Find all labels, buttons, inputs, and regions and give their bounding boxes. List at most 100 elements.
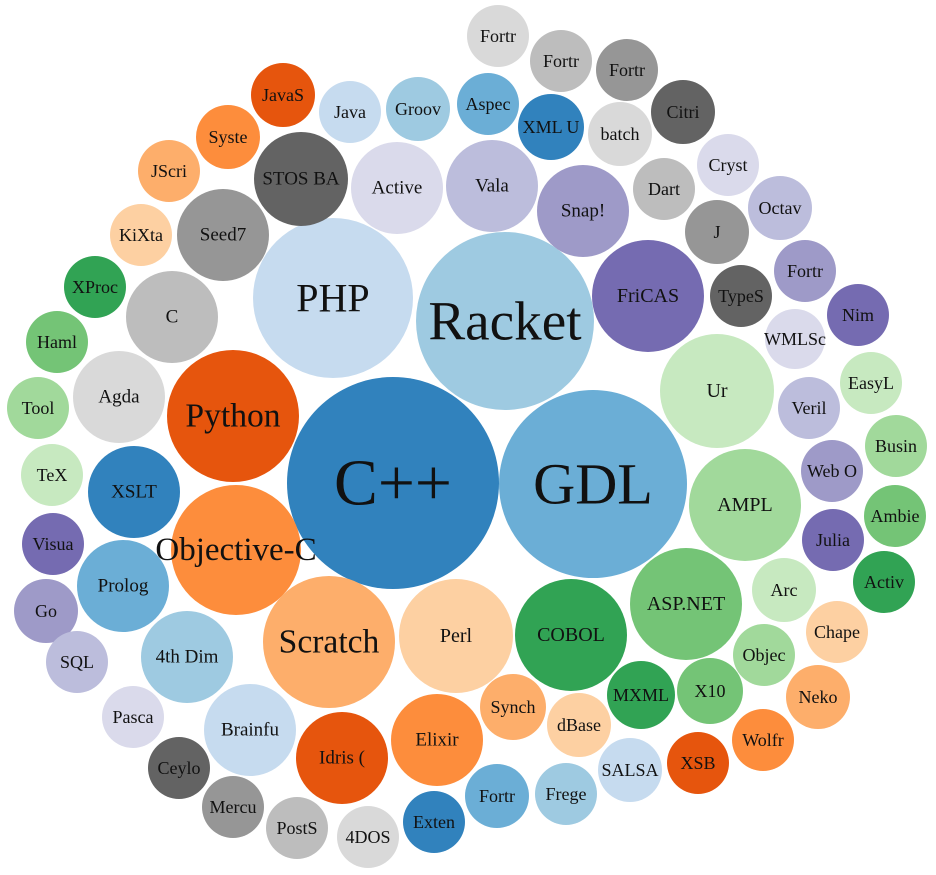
bubble-label: Java — [334, 102, 366, 122]
bubble-circle — [480, 674, 546, 740]
bubble-label: Dart — [648, 179, 680, 199]
bubble-dart: Dart — [633, 158, 695, 220]
bubble-label: STOS BA — [262, 169, 340, 190]
bubble-circle — [710, 265, 772, 327]
bubble-circle — [77, 540, 169, 632]
bubble-neko: Neko — [786, 665, 850, 729]
bubble-circle — [319, 81, 381, 143]
bubble-label: X10 — [695, 681, 726, 701]
bubble-circle — [752, 558, 816, 622]
bubble-label: Pasca — [113, 707, 154, 727]
bubble-circle — [251, 63, 315, 127]
bubble-batch: batch — [588, 102, 652, 166]
bubble-circle — [403, 791, 465, 853]
bubble-cobol: COBOL — [515, 579, 627, 691]
bubble-exten: Exten — [403, 791, 465, 853]
bubble-circle — [840, 352, 902, 414]
bubble-label: Tool — [22, 398, 55, 418]
bubble-label: XProc — [72, 277, 118, 297]
bubble-objective-c: Objective-C — [155, 485, 317, 615]
bubble-syste: Syste — [196, 105, 260, 169]
bubble-circle — [141, 611, 233, 703]
bubble-label: Syste — [208, 127, 247, 147]
bubble-elixir: Elixir — [391, 694, 483, 786]
bubble-label: PHP — [296, 276, 369, 321]
bubble-stos-ba: STOS BA — [254, 132, 348, 226]
bubble-label: FriCAS — [617, 285, 679, 307]
bubble-label: Julia — [816, 530, 850, 550]
bubble-ambie: Ambie — [864, 485, 926, 547]
bubble-label: Python — [185, 398, 280, 435]
bubble-fricas: FriCAS — [592, 240, 704, 352]
bubble-circle — [138, 140, 200, 202]
bubble-circle — [351, 142, 443, 234]
bubble-label: Arc — [771, 580, 798, 600]
bubble-x10: X10 — [677, 658, 743, 724]
bubble-circle — [204, 684, 296, 776]
bubble-scratch: Scratch — [263, 576, 395, 708]
bubble-label: Snap! — [561, 201, 605, 222]
bubble-label: XSLT — [111, 482, 157, 503]
bubble-label: XML U — [523, 117, 580, 137]
bubble-circle — [535, 763, 597, 825]
bubble-circle — [110, 204, 172, 266]
bubble-go: Go — [14, 579, 78, 643]
bubble-circle — [399, 579, 513, 693]
bubble-circle — [22, 513, 84, 575]
bubble-circle — [296, 712, 388, 804]
bubble-circle — [697, 134, 759, 196]
bubble-circle — [518, 94, 584, 160]
bubble-circle — [46, 631, 108, 693]
bubble-label: EasyL — [848, 373, 894, 393]
bubble-fortr: Fortr — [465, 764, 529, 828]
bubble-label: Brainfu — [221, 720, 280, 741]
bubble-label: Objec — [743, 645, 786, 665]
bubble-label: 4th Dim — [156, 647, 219, 668]
bubble-circle — [386, 77, 450, 141]
bubble-objec: Objec — [733, 624, 795, 686]
bubble-circle — [73, 351, 165, 443]
bubble-label: C++ — [334, 447, 452, 520]
bubble-circle — [21, 444, 83, 506]
bubble-label: Ceylo — [158, 758, 201, 778]
bubble-label: Ambie — [871, 506, 920, 526]
bubble-label: Fortr — [609, 60, 645, 80]
bubble-aspec: Aspec — [457, 73, 519, 135]
bubble-circle — [774, 240, 836, 302]
bubble-arc: Arc — [752, 558, 816, 622]
bubble-label: ASP.NET — [647, 593, 725, 615]
bubble-agda: Agda — [73, 351, 165, 443]
bubble-label: Frege — [546, 784, 587, 804]
bubble-circle — [416, 232, 594, 410]
bubble-j: J — [685, 200, 749, 264]
bubble-label: Fortr — [479, 786, 515, 806]
bubble-jscri: JScri — [138, 140, 200, 202]
bubble-label: TypeS — [718, 286, 764, 306]
bubble-chape: Chape — [806, 601, 868, 663]
bubble-mercu: Mercu — [202, 776, 264, 838]
bubble-circle — [266, 797, 328, 859]
bubble-ur: Ur — [660, 334, 774, 448]
bubble-circle — [126, 271, 218, 363]
bubble-sql: SQL — [46, 631, 108, 693]
bubble-circle — [457, 73, 519, 135]
bubble-label: Perl — [440, 625, 473, 647]
bubble-circle — [778, 377, 840, 439]
bubble-label: Exten — [413, 812, 455, 832]
bubble-label: Chape — [814, 622, 860, 642]
bubble-types: TypeS — [710, 265, 772, 327]
bubble-circle — [802, 509, 864, 571]
bubble-label: SALSA — [601, 760, 658, 780]
bubble-label: GDL — [533, 452, 653, 517]
bubble-circle — [171, 485, 301, 615]
bubble-circle — [88, 446, 180, 538]
bubble-label: Racket — [428, 291, 582, 352]
bubble-xproc: XProc — [64, 256, 126, 318]
bubble-circle — [592, 240, 704, 352]
bubble-circle — [14, 579, 78, 643]
bubble-cryst: Cryst — [697, 134, 759, 196]
bubble-circle — [801, 440, 863, 502]
bubble-label: Scratch — [279, 624, 380, 661]
bubble-circle — [786, 665, 850, 729]
bubble-fortr: Fortr — [774, 240, 836, 302]
